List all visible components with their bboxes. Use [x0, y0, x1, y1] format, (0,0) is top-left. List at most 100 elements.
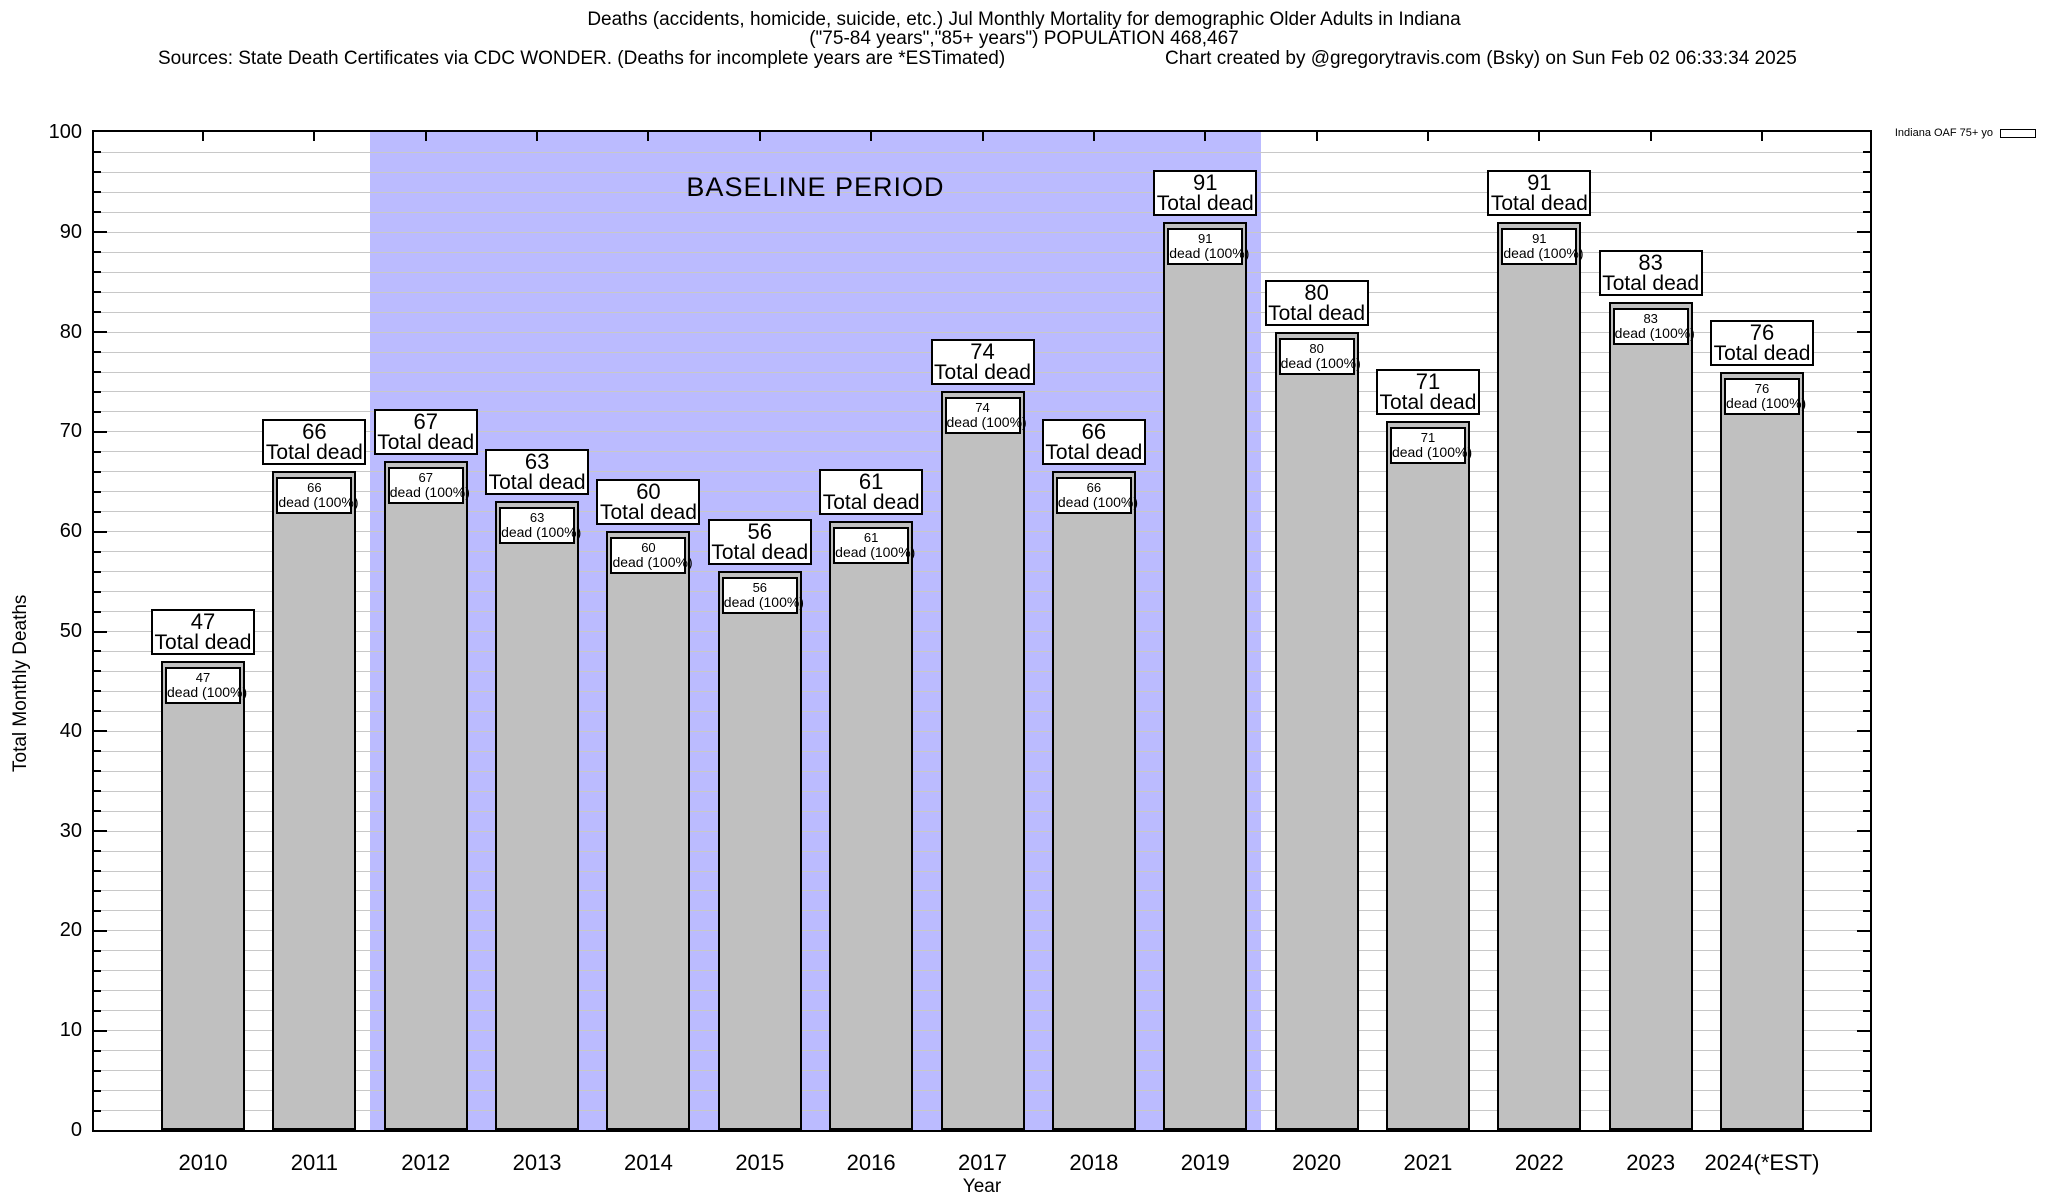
bar-inner-suffix: dead (100%) — [1614, 324, 1695, 341]
bar-2011: 66 dead (100%) — [272, 471, 359, 1130]
gridline — [94, 151, 1870, 153]
y-minor-tick-left — [94, 171, 101, 174]
y-minor-tick-left — [94, 191, 101, 194]
bar-inner-suffix: dead (100%) — [389, 484, 470, 501]
y-major-tick-right — [1857, 1029, 1870, 1032]
y-minor-tick-right — [1863, 949, 1870, 952]
bar-inner-value: 91 — [1532, 230, 1547, 246]
x-tick-mark — [202, 132, 204, 141]
y-tick-label: 10 — [59, 1019, 82, 1042]
bar-inner-suffix: dead (100%) — [167, 683, 248, 700]
y-major-tick-left — [94, 331, 107, 334]
y-minor-tick-left — [94, 810, 101, 813]
x-tick-mark — [1204, 132, 1207, 141]
y-tick-label: 20 — [59, 919, 82, 942]
y-tick-label: 70 — [59, 420, 82, 443]
bar-inner-label: 71 dead (100%) — [1389, 427, 1472, 465]
y-tick-label: 0 — [70, 1119, 82, 1141]
y-minor-tick-right — [1863, 390, 1870, 393]
bar-2019: 91 dead (100%) — [1163, 221, 1250, 1130]
bar-inner-label: 91 dead (100%) — [1167, 227, 1250, 265]
x-tick-label: 2019 — [1180, 1150, 1230, 1175]
bar-2010: 47 dead (100%) — [161, 660, 248, 1130]
y-major-tick-left — [94, 1029, 107, 1032]
x-tick-mark — [981, 132, 984, 141]
y-major-tick-left — [94, 530, 107, 533]
bar-2023: 83 dead (100%) — [1608, 301, 1695, 1130]
bar-inner-label: 61 dead (100%) — [833, 527, 915, 565]
bar-inner-label: 91 dead (100%) — [1501, 227, 1584, 265]
gridline — [94, 231, 1870, 233]
bar-total-value: 67 — [413, 409, 438, 435]
x-tick-label: 2024(*EST) — [1704, 1150, 1820, 1175]
y-major-tick-left — [94, 630, 107, 633]
bar-total-suffix: Total dead — [154, 630, 252, 654]
y-major-tick-left — [94, 430, 107, 433]
y-minor-tick-right — [1863, 909, 1870, 912]
bar-total-value: 60 — [636, 479, 661, 505]
x-tick-label: 2016 — [846, 1150, 896, 1175]
y-minor-tick-right — [1863, 271, 1870, 274]
bar-total-suffix: Total dead — [1268, 301, 1366, 325]
bar-total-suffix: Total dead — [1713, 341, 1811, 365]
bar-inner-value: 74 — [975, 400, 990, 416]
bar-total-label: 56 Total dead — [707, 519, 812, 566]
y-minor-tick-right — [1863, 889, 1870, 892]
bar-inner-value: 63 — [529, 510, 545, 526]
bar-total-label: 47 Total dead — [151, 608, 255, 655]
bar-total-value: 66 — [302, 419, 327, 445]
x-tick-label: 2011 — [290, 1150, 339, 1175]
bar-total-label: 91 Total dead — [1487, 169, 1592, 216]
y-minor-tick-right — [1863, 550, 1870, 553]
x-axis-title: Year — [962, 1176, 1002, 1197]
y-minor-tick-left — [94, 670, 101, 673]
y-major-tick-right — [1857, 830, 1870, 833]
y-major-tick-right — [1857, 630, 1870, 633]
bar-inner-suffix: dead (100%) — [946, 414, 1027, 431]
bar-total-suffix: Total dead — [1156, 191, 1254, 215]
bar-inner-label: 74 dead (100%) — [944, 397, 1027, 435]
y-minor-tick-right — [1863, 1089, 1870, 1092]
x-tick-mark — [758, 132, 761, 141]
bar-inner-value: 76 — [1754, 380, 1770, 396]
bar-inner-suffix: dead (100%) — [1726, 394, 1807, 411]
y-minor-tick-left — [94, 850, 101, 853]
y-minor-tick-left — [94, 311, 101, 314]
x-tick-mark — [1538, 132, 1541, 141]
y-tick-label: 40 — [59, 719, 82, 742]
y-minor-tick-left — [94, 510, 101, 513]
y-minor-tick-right — [1863, 1049, 1870, 1052]
x-tick-mark — [536, 132, 539, 141]
y-minor-tick-left — [94, 211, 101, 214]
y-minor-tick-left — [94, 770, 101, 773]
x-tick-label: 2022 — [1514, 1150, 1564, 1175]
bar-inner-value: 67 — [418, 470, 433, 486]
y-minor-tick-left — [94, 909, 101, 912]
y-minor-tick-left — [94, 251, 101, 254]
y-minor-tick-right — [1863, 810, 1870, 813]
y-major-tick-right — [1857, 430, 1870, 433]
gridline — [94, 331, 1870, 333]
x-tick-label: 2014 — [623, 1150, 673, 1175]
bar-total-value: 56 — [747, 519, 773, 545]
bar-inner-value: 83 — [1643, 310, 1658, 326]
y-major-tick-right — [1857, 530, 1870, 533]
bar-total-label: 83 Total dead — [1598, 249, 1703, 296]
y-tick-label: 90 — [59, 220, 82, 243]
bar-total-value: 66 — [1081, 419, 1107, 445]
x-tick-mark — [1761, 132, 1764, 141]
bar-inner-value: 71 — [1420, 430, 1436, 446]
bar-2018: 66 dead (100%) — [1051, 471, 1138, 1130]
chart-title-line1: Deaths (accidents, homicide, suicide, et… — [587, 9, 1461, 30]
bar-total-value: 63 — [524, 449, 550, 475]
bar-inner-suffix: dead (100%) — [278, 494, 359, 511]
bar-total-label: 60 Total dead — [596, 479, 701, 526]
x-tick-label: 2020 — [1292, 1150, 1342, 1175]
bar-inner-suffix: dead (100%) — [1169, 244, 1250, 261]
bar-total-value: 74 — [970, 339, 995, 365]
plot-area: BASELINE PERIOD 0 10 20 30 40 50 60 70 80 90 100 47… — [49, 121, 1872, 1175]
y-minor-tick-left — [94, 989, 101, 992]
bar-inner-suffix: dead (100%) — [1503, 244, 1584, 261]
x-tick-label: 2021 — [1403, 1150, 1453, 1175]
legend-label: Indiana OAF 75+ yo — [1894, 127, 1993, 139]
